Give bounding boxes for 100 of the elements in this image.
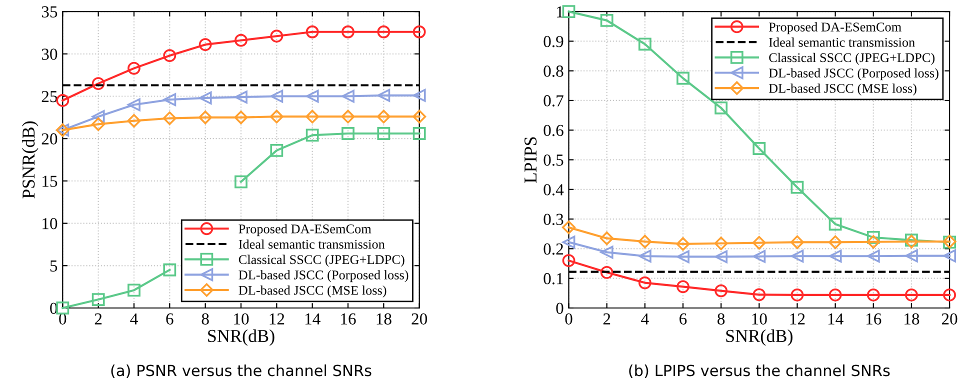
point — [562, 236, 576, 249]
point — [163, 49, 176, 62]
point — [128, 98, 140, 112]
point — [714, 101, 728, 114]
point — [163, 263, 176, 276]
point — [234, 34, 248, 47]
point — [638, 276, 652, 290]
point — [342, 25, 354, 38]
legend-label: DL-based JSCC (MSE loss) — [238, 285, 386, 298]
point — [163, 93, 176, 106]
x-tick-label: 20 — [942, 313, 958, 325]
y-tick-label: 0.4 — [544, 184, 564, 196]
y-tick-label: 0.3 — [544, 214, 564, 226]
legend-label: Proposed DA-ESemCom — [768, 22, 902, 34]
text: (b) LPIPS versus the channel SNRs — [629, 364, 890, 378]
point — [412, 127, 426, 140]
point — [306, 110, 320, 124]
point — [377, 88, 390, 102]
y-tick-label: 0.2 — [544, 243, 563, 255]
point — [752, 288, 766, 302]
x-tick-label: 2 — [603, 313, 610, 324]
point — [714, 284, 728, 298]
point — [866, 230, 880, 244]
y-tick-label: 25 — [42, 90, 58, 102]
x-tick-label: 8 — [718, 313, 725, 325]
x-tick-label: 14 — [305, 313, 320, 324]
point — [600, 14, 614, 27]
x-axis-title: SNR(dB) — [208, 329, 274, 346]
point — [562, 5, 576, 18]
legend-label: DL-based JSCC (MSE loss) — [768, 84, 916, 96]
point — [600, 232, 614, 246]
point — [412, 110, 426, 124]
point — [562, 254, 576, 268]
legend-label: Ideal semantic transmission — [769, 38, 915, 47]
y-tick-label: 0.7 — [544, 95, 564, 107]
point — [56, 302, 70, 314]
legend-label: Classical SSCC (JPEG+LDPC) — [238, 254, 404, 267]
point — [234, 90, 248, 104]
point — [714, 250, 728, 264]
text: (a) PSNR versus the channel SNRs — [111, 364, 372, 378]
point — [828, 288, 842, 302]
point — [376, 110, 390, 124]
legend-label: Proposed DA-ESemCom — [238, 224, 372, 236]
point — [905, 249, 918, 262]
legend-label: Classical SSCC (JPEG+LDPC) — [769, 52, 935, 65]
point — [600, 266, 614, 279]
point — [270, 144, 284, 157]
point — [714, 236, 728, 250]
point — [676, 280, 690, 294]
point — [270, 90, 284, 103]
legend-label: DL-based JSCC (Porposed loss) — [768, 68, 938, 80]
y-tick-label: 1 — [557, 6, 563, 18]
point — [752, 142, 766, 155]
y-axis-title: LPIPS — [524, 137, 537, 183]
x-tick-label: 14 — [828, 313, 844, 324]
point — [943, 249, 956, 262]
x-axis-title: SNR(dB) — [726, 329, 792, 346]
y-tick-label: 10 — [42, 218, 58, 230]
y-tick-label: 35 — [42, 6, 58, 18]
y-tick-label: 0 — [556, 302, 564, 314]
y-tick-label: 0.6 — [544, 124, 564, 136]
x-tick-label: 10 — [752, 313, 767, 325]
point — [377, 127, 390, 140]
point — [377, 25, 390, 38]
point — [270, 30, 284, 43]
point — [128, 284, 140, 297]
point — [341, 110, 355, 124]
point — [562, 220, 576, 234]
y-tick-label: 0.1 — [544, 273, 563, 284]
point — [790, 250, 804, 263]
x-tick-label: 12 — [790, 313, 805, 324]
x-tick-label: 0 — [565, 313, 572, 325]
point — [412, 25, 426, 38]
point — [127, 114, 141, 128]
point — [92, 117, 106, 131]
point — [92, 293, 105, 306]
point — [828, 218, 842, 231]
x-tick-label: 18 — [376, 313, 392, 325]
point — [828, 250, 842, 263]
y-tick-label: 0.5 — [544, 154, 564, 166]
point — [676, 237, 690, 251]
point — [790, 288, 804, 302]
point — [790, 235, 804, 249]
point — [306, 128, 319, 142]
point — [828, 235, 842, 249]
x-tick-label: 2 — [94, 313, 102, 324]
point — [234, 175, 248, 188]
x-tick-label: 10 — [234, 313, 249, 325]
point — [198, 110, 212, 124]
point — [905, 288, 918, 302]
point — [198, 38, 212, 52]
point — [676, 250, 690, 264]
point — [128, 62, 140, 75]
point — [342, 127, 354, 140]
y-tick-label: 15 — [42, 176, 58, 187]
y-tick-label: 5 — [50, 260, 58, 272]
point — [866, 235, 880, 249]
y-tick-label: 30 — [42, 48, 58, 60]
legend-label: Ideal semantic transmission — [238, 239, 385, 249]
y-tick-label: 0.9 — [544, 36, 564, 48]
